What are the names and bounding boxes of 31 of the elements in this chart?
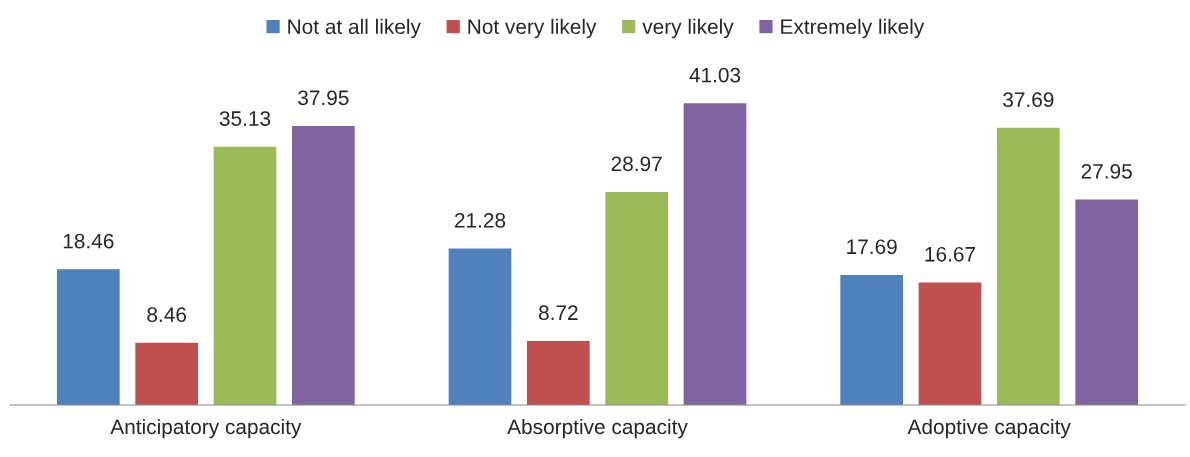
x-tick-label: Absorptive capacity — [507, 418, 688, 439]
bar — [840, 274, 903, 405]
legend-label: Not very likely — [468, 18, 597, 39]
data-label: 21.28 — [454, 212, 506, 228]
legend-label: Extremely likely — [781, 18, 925, 39]
x-tick-label: Anticipatory capacity — [110, 418, 302, 439]
data-label: 28.97 — [611, 156, 662, 172]
legend-label: very likely — [642, 18, 734, 39]
data-label: 27.95 — [1081, 163, 1132, 179]
data-label: 37.69 — [1003, 92, 1054, 108]
data-label: 16.67 — [925, 246, 976, 262]
data-label: 41.03 — [689, 67, 741, 83]
bar — [292, 125, 355, 405]
data-label: 35.13 — [219, 111, 271, 126]
data-label: 8.72 — [538, 305, 578, 321]
bar — [213, 146, 277, 405]
x-tick-label: Adoptive capacity — [907, 418, 1071, 439]
bar — [527, 340, 590, 405]
data-label: 8.46 — [147, 307, 187, 323]
bar — [605, 191, 668, 405]
bar — [997, 127, 1060, 405]
legend-label: Not at all likely — [288, 18, 421, 39]
bar — [918, 282, 982, 405]
bar — [1075, 199, 1138, 405]
bar — [135, 342, 198, 405]
data-label: 17.69 — [847, 239, 897, 255]
bar — [57, 269, 120, 405]
data-label: 18.46 — [63, 233, 114, 249]
bar — [683, 103, 747, 405]
bar — [448, 248, 512, 405]
data-label: 37.95 — [298, 90, 349, 106]
